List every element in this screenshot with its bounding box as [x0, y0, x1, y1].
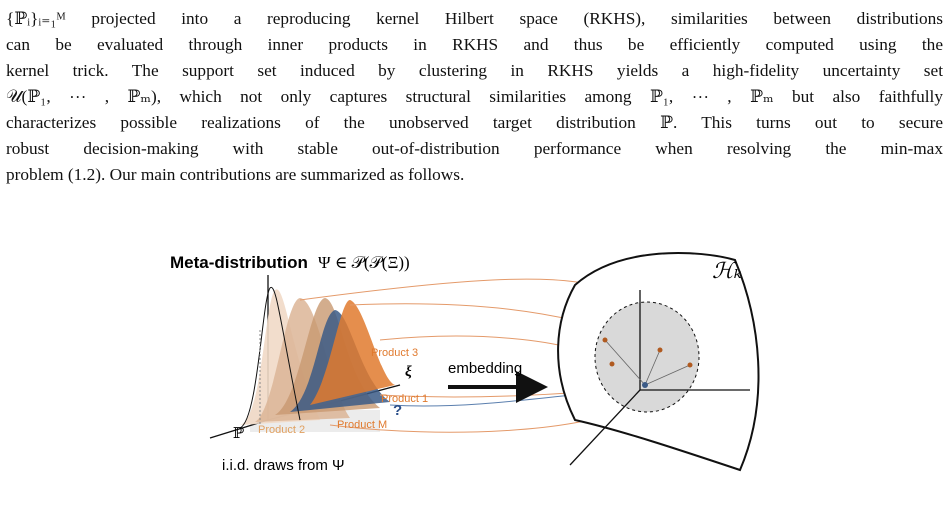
paragraph: {ℙᵢ}ᵢ₌₁ᴹ projected into a reproducing ke… [6, 6, 943, 188]
left-plot [209, 275, 401, 439]
rkhs [557, 252, 760, 472]
curve [239, 286, 301, 429]
caption: i.i.d. draws from Ψ [222, 457, 345, 474]
meta-formula: Ψ ∈ 𝒫(𝒫(Ξ)) [318, 253, 410, 272]
text-line: problem (1.2). Our main contributions ar… [6, 165, 465, 184]
label: ? [393, 402, 402, 419]
label: ξ [405, 364, 412, 380]
text-line: robust decision-making with stable out-o… [6, 139, 943, 158]
label: Product 2 [258, 424, 305, 436]
label: embedding [448, 360, 522, 377]
text-line: 𝒰(ℙ₁, ⋯ , ℙₘ), which not only captures s… [6, 87, 943, 106]
label: Product 1 [381, 393, 428, 405]
label: ℋₖ [712, 258, 742, 283]
meta-title: Meta-distribution [170, 253, 308, 272]
label: Product 3 [371, 347, 418, 359]
text-line: characterizes possible realizations of t… [6, 113, 943, 132]
label: ℙ [233, 426, 245, 442]
label: Product M [337, 419, 387, 431]
text-line: {ℙᵢ}ᵢ₌₁ᴹ projected into a reproducing ke… [6, 9, 943, 28]
text-line: can be evaluated through inner products … [6, 35, 943, 54]
density [310, 300, 395, 405]
text-line: kernel trick. The support set induced by… [6, 61, 943, 80]
